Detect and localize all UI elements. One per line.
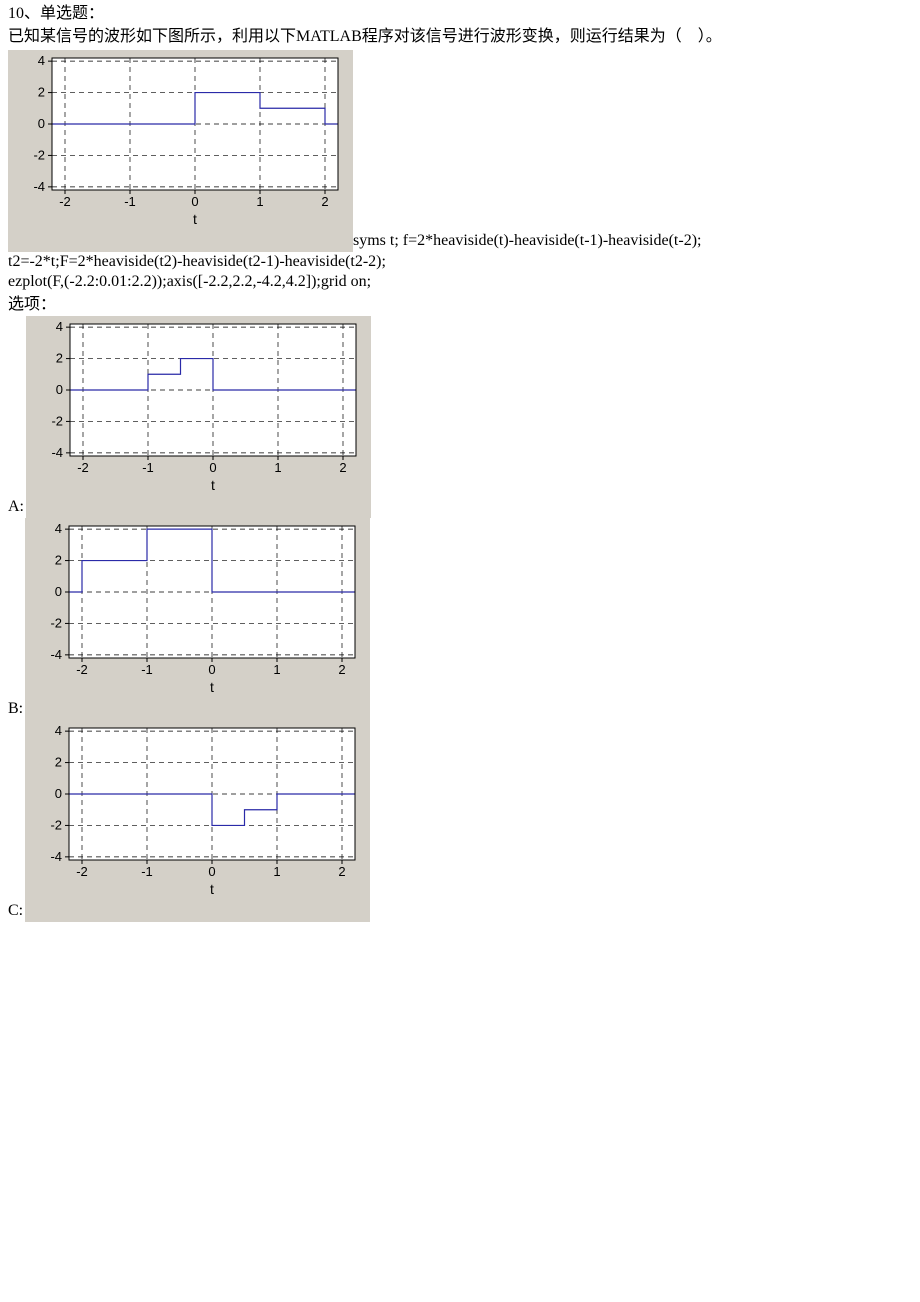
option-c-chart: -2 -1 0 1 2 -4 -2 0 2 4 t — [25, 720, 370, 922]
svg-text:2: 2 — [56, 351, 63, 366]
option-b-letter: B: — [8, 699, 23, 720]
option-b-chart: -2 -1 0 1 2 -4 -2 0 2 4 t — [25, 518, 370, 720]
svg-text:0: 0 — [209, 460, 216, 475]
option-a-chart: -2 -1 0 1 2 -4 -2 0 2 4 t — [26, 316, 371, 518]
svg-text:2: 2 — [339, 460, 346, 475]
svg-text:0: 0 — [38, 116, 45, 131]
option-a-row: A: -2 -1 0 1 2 -4 -2 0 2 4 t — [8, 316, 912, 518]
svg-text:-4: -4 — [51, 445, 63, 460]
svg-text:1: 1 — [274, 460, 281, 475]
svg-text:-2: -2 — [59, 194, 71, 209]
svg-text:0: 0 — [191, 194, 198, 209]
svg-text:t: t — [210, 679, 214, 695]
svg-text:-4: -4 — [33, 178, 45, 193]
svg-text:t: t — [210, 881, 214, 897]
svg-text:4: 4 — [56, 319, 63, 334]
svg-text:-4: -4 — [51, 647, 63, 662]
svg-text:-1: -1 — [141, 864, 153, 879]
svg-text:1: 1 — [274, 662, 281, 677]
original-signal-chart: -2 -1 0 1 2 -4 -2 0 2 4 t — [8, 50, 353, 252]
option-c-row: C: -2 -1 0 1 2 -4 -2 0 2 4 t — [8, 720, 912, 922]
question-prompt: 已知某信号的波形如下图所示，利用以下MATLAB程序对该信号进行波形变换，则运行… — [8, 27, 912, 48]
svg-text:4: 4 — [55, 723, 62, 738]
code-line-2: t2=-2*t;F=2*heaviside(t2)-heaviside(t2-1… — [8, 252, 912, 273]
code-line-1: syms t; f=2*heaviside(t)-heaviside(t-1)-… — [353, 231, 701, 252]
svg-text:-2: -2 — [51, 817, 63, 832]
svg-text:0: 0 — [55, 786, 62, 801]
svg-text:0: 0 — [56, 382, 63, 397]
option-b-row: B: -2 -1 0 1 2 -4 -2 0 2 4 t — [8, 518, 912, 720]
svg-text:2: 2 — [55, 755, 62, 770]
svg-text:2: 2 — [339, 864, 346, 879]
svg-text:1: 1 — [274, 864, 281, 879]
question-number: 10、单选题： — [8, 4, 912, 25]
code-line-3: ezplot(F,(-2.2:0.01:2.2));axis([-2.2,2.2… — [8, 272, 912, 293]
svg-text:4: 4 — [55, 521, 62, 536]
svg-text:-4: -4 — [51, 849, 63, 864]
svg-text:2: 2 — [321, 194, 328, 209]
svg-text:t: t — [193, 211, 197, 227]
options-label: 选项： — [8, 295, 912, 316]
option-a-letter: A: — [8, 497, 24, 518]
svg-text:2: 2 — [55, 553, 62, 568]
original-chart-with-code: -2 -1 0 1 2 -4 -2 0 2 4 t syms t; f=2*heaviside(t)… — [8, 50, 912, 252]
svg-text:0: 0 — [209, 864, 216, 879]
svg-text:-2: -2 — [51, 413, 63, 428]
svg-text:0: 0 — [209, 662, 216, 677]
svg-text:-1: -1 — [124, 194, 136, 209]
option-c-letter: C: — [8, 901, 23, 922]
svg-text:2: 2 — [339, 662, 346, 677]
svg-text:-2: -2 — [33, 147, 45, 162]
svg-text:1: 1 — [256, 194, 263, 209]
svg-text:0: 0 — [55, 584, 62, 599]
svg-text:-2: -2 — [76, 864, 88, 879]
svg-text:-1: -1 — [142, 460, 154, 475]
svg-text:4: 4 — [38, 53, 45, 68]
svg-text:t: t — [211, 477, 215, 493]
svg-text:-2: -2 — [76, 662, 88, 677]
svg-text:2: 2 — [38, 84, 45, 99]
svg-text:-2: -2 — [77, 460, 89, 475]
svg-text:-1: -1 — [141, 662, 153, 677]
svg-text:-2: -2 — [51, 615, 63, 630]
